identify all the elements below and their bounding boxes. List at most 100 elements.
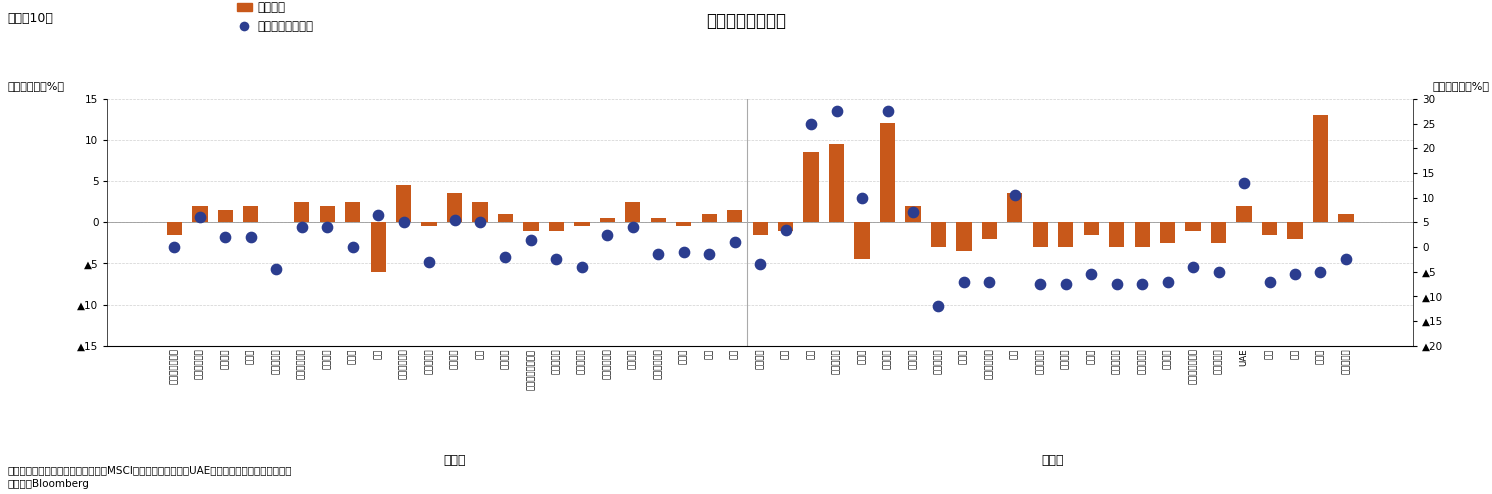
Bar <box>549 222 564 231</box>
Point <box>418 258 442 266</box>
Bar <box>574 222 589 226</box>
Point <box>1053 280 1077 288</box>
Bar <box>777 222 794 231</box>
Bar <box>727 210 743 222</box>
Bar <box>1262 222 1277 235</box>
Bar <box>1338 214 1353 222</box>
Point <box>443 216 467 224</box>
Point <box>1156 278 1180 286</box>
Point <box>774 226 798 234</box>
Point <box>1308 268 1332 276</box>
Point <box>697 250 721 258</box>
Point <box>545 255 568 263</box>
Point <box>340 243 364 251</box>
Point <box>1207 268 1231 276</box>
Bar <box>167 222 182 235</box>
Text: 新興国: 新興国 <box>1041 454 1064 467</box>
Bar <box>1186 222 1201 231</box>
Bar <box>395 185 412 222</box>
Point <box>1079 270 1103 278</box>
Point <box>646 250 670 258</box>
Point <box>901 208 925 216</box>
Bar <box>625 202 640 222</box>
Bar <box>1212 222 1226 243</box>
Bar <box>651 218 665 222</box>
Bar <box>600 218 615 222</box>
Point <box>366 211 389 219</box>
Bar <box>192 206 207 222</box>
Bar <box>345 202 361 222</box>
Bar <box>1007 194 1022 222</box>
Point <box>264 265 288 273</box>
Point <box>1334 255 1358 263</box>
Point <box>315 223 339 231</box>
Point <box>213 233 237 241</box>
Bar <box>243 206 258 222</box>
Point <box>722 238 746 246</box>
Bar <box>982 222 997 239</box>
Point <box>289 223 313 231</box>
Point <box>519 236 543 244</box>
Point <box>1258 278 1282 286</box>
Text: （前年末比、%）: （前年末比、%） <box>1432 82 1489 91</box>
Bar <box>1134 222 1150 247</box>
Point <box>825 107 849 115</box>
Point <box>570 263 594 271</box>
Point <box>1283 270 1307 278</box>
Bar <box>956 222 971 251</box>
Bar <box>1237 206 1252 222</box>
Point <box>188 213 212 221</box>
Bar <box>676 222 691 226</box>
Point <box>747 260 773 268</box>
Point <box>468 218 492 226</box>
Bar <box>1288 222 1303 239</box>
Bar <box>1159 222 1176 243</box>
Point <box>1028 280 1052 288</box>
Bar <box>931 222 946 247</box>
Bar <box>1032 222 1047 247</box>
Bar <box>855 222 870 259</box>
Point <box>850 194 874 202</box>
Bar <box>498 214 513 222</box>
Point <box>392 218 416 226</box>
Text: （前月末比、%）: （前月末比、%） <box>7 82 64 91</box>
Point <box>876 107 900 115</box>
Bar <box>524 222 539 231</box>
Point <box>595 231 619 239</box>
Bar <box>906 206 921 222</box>
Point <box>1232 179 1256 187</box>
Text: 各国の株価変動率: 各国の株価変動率 <box>706 12 786 30</box>
Bar <box>880 124 895 222</box>
Bar <box>421 222 437 226</box>
Point <box>952 278 976 286</box>
Bar <box>319 206 334 222</box>
Bar <box>1109 222 1125 247</box>
Text: （図表10）: （図表10） <box>7 12 54 25</box>
Bar <box>830 144 844 222</box>
Text: （資料）Bloomberg: （資料）Bloomberg <box>7 479 90 489</box>
Bar <box>218 210 233 222</box>
Point <box>163 243 186 251</box>
Point <box>1131 280 1155 288</box>
Bar <box>1313 115 1328 222</box>
Point <box>800 120 824 127</box>
Bar <box>294 202 309 222</box>
Text: （注）各国指数は現地通貨ベースのMSCI構成指数、ただし、UAEはサウジ・タダウル全株指数: （注）各国指数は現地通貨ベースのMSCI構成指数、ただし、UAEはサウジ・タダウ… <box>7 465 292 475</box>
Bar <box>1083 222 1100 235</box>
Point <box>239 233 263 241</box>
Bar <box>752 222 768 235</box>
Point <box>1104 280 1128 288</box>
Point <box>671 248 695 256</box>
Bar <box>473 202 488 222</box>
Point <box>621 223 645 231</box>
Point <box>1003 191 1026 199</box>
Point <box>977 278 1001 286</box>
Point <box>494 253 518 261</box>
Legend: 前月末比, 前年末比（右軸）: 前月末比, 前年末比（右軸） <box>237 1 313 33</box>
Bar <box>370 222 386 272</box>
Bar <box>804 152 819 222</box>
Bar <box>1058 222 1073 247</box>
Point <box>1182 263 1206 271</box>
Bar <box>448 194 463 222</box>
Bar <box>701 214 716 222</box>
